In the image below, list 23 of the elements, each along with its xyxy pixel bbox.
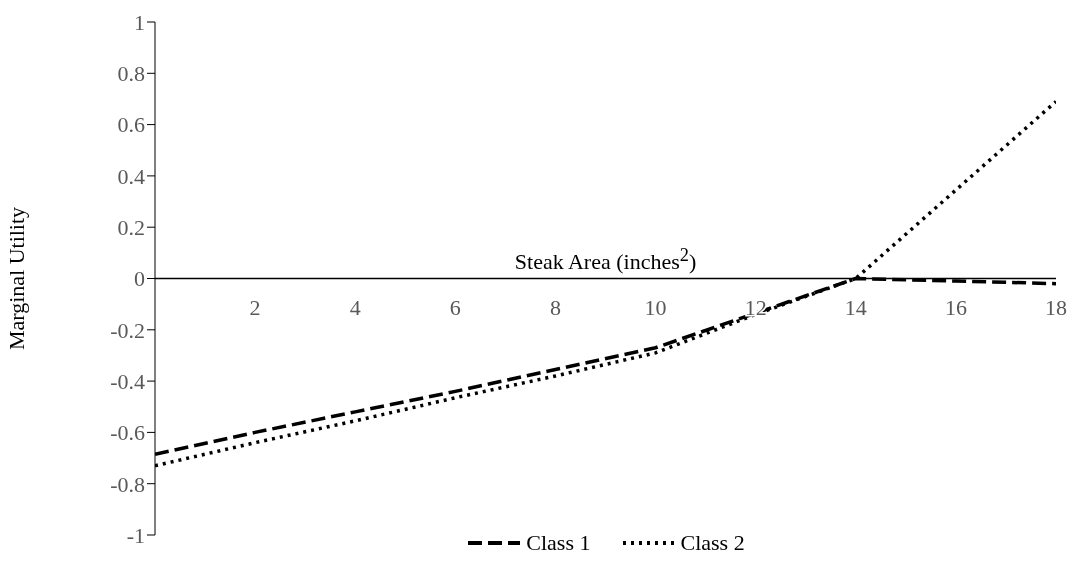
y-tick-label: 0.4 <box>117 163 145 189</box>
legend-label: Class 2 <box>680 530 745 556</box>
x-tick-label: 16 <box>944 295 967 320</box>
x-tick-label: 14 <box>844 295 867 320</box>
y-tick-label: 0.6 <box>117 112 145 138</box>
legend-label: Class 1 <box>526 530 591 556</box>
y-tick-label: -1 <box>126 522 145 548</box>
y-tick-label: -0.8 <box>110 471 145 497</box>
y-tick-label: -0.4 <box>110 368 145 394</box>
y-tick-label: 0 <box>134 266 145 292</box>
x-tick-label: 6 <box>449 295 461 320</box>
y-tick-label: 0.2 <box>117 215 145 241</box>
x-axis-title: Steak Area (inches$^{2}$) <box>513 244 698 276</box>
y-tick-label: 1 <box>134 9 145 35</box>
y-tick-label: -0.2 <box>110 317 145 343</box>
x-tick-label: 10 <box>644 295 667 320</box>
x-tick-label: 2 <box>249 295 261 320</box>
y-tick-label: 0.8 <box>117 61 145 87</box>
x-tick-label: 4 <box>349 295 361 320</box>
x-tick-label: 8 <box>549 295 561 320</box>
y-tick-label: -0.6 <box>110 420 145 446</box>
y-axis-title: Marginal Utility <box>3 206 29 351</box>
x-tick-label: 18 <box>1045 295 1067 320</box>
